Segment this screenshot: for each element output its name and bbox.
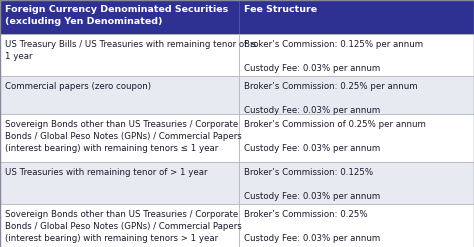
Text: Fee Structure: Fee Structure	[245, 5, 318, 14]
Text: US Treasuries with remaining tenor of > 1 year: US Treasuries with remaining tenor of > …	[5, 168, 208, 177]
Text: Broker’s Commission: 0.25% per annum

Custody Fee: 0.03% per annum: Broker’s Commission: 0.25% per annum Cus…	[245, 82, 418, 115]
Text: Sovereign Bonds other than US Treasuries / Corporate
Bonds / Global Peso Notes (: Sovereign Bonds other than US Treasuries…	[5, 120, 242, 153]
Bar	[0, 76, 239, 114]
Text: Broker’s Commission: 0.125%

Custody Fee: 0.03% per annum: Broker’s Commission: 0.125% Custody Fee:…	[245, 168, 381, 201]
Text: Broker’s Commission of 0.25% per annum

Custody Fee: 0.03% per annum: Broker’s Commission of 0.25% per annum C…	[245, 120, 426, 153]
Text: Commercial papers (zero coupon): Commercial papers (zero coupon)	[5, 82, 151, 91]
Bar	[239, 76, 474, 114]
Text: US Treasury Bills / US Treasuries with remaining tenor of ≤
1 year: US Treasury Bills / US Treasuries with r…	[5, 40, 257, 61]
Bar	[239, 162, 474, 204]
Text: Foreign Currency Denominated Securities
(excluding Yen Denominated): Foreign Currency Denominated Securities …	[5, 5, 228, 26]
Text: Broker’s Commission: 0.125% per annum

Custody Fee: 0.03% per annum: Broker’s Commission: 0.125% per annum Cu…	[245, 40, 423, 73]
Bar	[239, 204, 474, 247]
Bar	[0, 114, 239, 162]
Bar	[0, 162, 239, 204]
Bar	[0, 204, 239, 247]
Bar	[0, 34, 239, 76]
Text: Sovereign Bonds other than US Treasuries / Corporate
Bonds / Global Peso Notes (: Sovereign Bonds other than US Treasuries…	[5, 210, 242, 243]
Bar	[239, 34, 474, 76]
Bar	[0, 0, 239, 34]
Bar	[239, 0, 474, 34]
Bar	[239, 114, 474, 162]
Text: Broker’s Commission: 0.25%

Custody Fee: 0.03% per annum: Broker’s Commission: 0.25% Custody Fee: …	[245, 210, 381, 243]
